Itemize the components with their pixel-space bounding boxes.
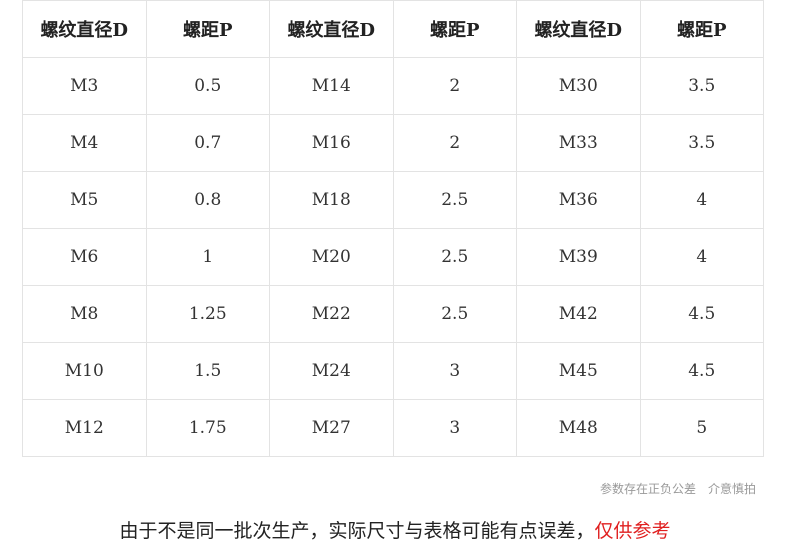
pitch-cell: 4.5 (639, 285, 764, 343)
column-header: 螺纹直径D (22, 0, 147, 58)
pitch-cell: 4 (639, 171, 764, 229)
diameter-cell: M30 (516, 57, 641, 115)
table-row: M4 0.7 M16 2 M33 3.5 (22, 114, 764, 172)
pitch-cell: 3.5 (639, 57, 764, 115)
table-row: M5 0.8 M18 2.5 M36 4 (22, 171, 764, 229)
diameter-cell: M3 (22, 57, 147, 115)
pitch-cell: 1 (145, 228, 270, 286)
pitch-cell: 3.5 (639, 114, 764, 172)
diameter-cell: M33 (516, 114, 641, 172)
pitch-cell: 3 (392, 399, 517, 457)
pitch-cell: 4 (639, 228, 764, 286)
diameter-cell: M48 (516, 399, 641, 457)
column-header: 螺纹直径D (516, 0, 641, 58)
disclaimer-highlight: 仅供参考 (594, 520, 671, 542)
header-row: 螺纹直径D 螺距P 螺纹直径D 螺距P 螺纹直径D 螺距P (22, 0, 764, 58)
column-header: 螺距P (145, 0, 270, 58)
pitch-cell: 3 (392, 342, 517, 400)
pitch-cell: 0.8 (145, 171, 270, 229)
disclaimer-text: 由于不是同一批次生产，实际尺寸与表格可能有点误差， (119, 520, 595, 542)
diameter-cell: M12 (22, 399, 147, 457)
table-row: M8 1.25 M22 2.5 M42 4.5 (22, 285, 764, 343)
pitch-cell: 5 (639, 399, 764, 457)
diameter-cell: M5 (22, 171, 147, 229)
caution-text: 介意慎拍 (707, 482, 756, 496)
tolerance-note: 参数存在正负公差 介意慎拍 (600, 480, 756, 497)
table-row: M6 1 M20 2.5 M39 4 (22, 228, 764, 286)
diameter-cell: M24 (269, 342, 394, 400)
pitch-cell: 2.5 (392, 285, 517, 343)
diameter-cell: M45 (516, 342, 641, 400)
diameter-cell: M16 (269, 114, 394, 172)
pitch-cell: 1.5 (145, 342, 270, 400)
column-header: 螺距P (639, 0, 764, 58)
diameter-cell: M14 (269, 57, 394, 115)
diameter-cell: M18 (269, 171, 394, 229)
diameter-cell: M10 (22, 342, 147, 400)
diameter-cell: M22 (269, 285, 394, 343)
thread-pitch-table: 螺纹直径D 螺距P 螺纹直径D 螺距P 螺纹直径D 螺距P M3 0.5 M14 2 M30 3.5… (22, 0, 764, 457)
tolerance-text: 参数存在正负公差 (599, 482, 696, 496)
diameter-cell: M4 (22, 114, 147, 172)
pitch-cell: 2.5 (392, 171, 517, 229)
table-row: M12 1.75 M27 3 M48 5 (22, 399, 764, 457)
pitch-cell: 4.5 (639, 342, 764, 400)
column-header: 螺距P (392, 0, 517, 58)
diameter-cell: M20 (269, 228, 394, 286)
column-header: 螺纹直径D (269, 0, 394, 58)
pitch-cell: 1.25 (145, 285, 270, 343)
diameter-cell: M42 (516, 285, 641, 343)
diameter-cell: M6 (22, 228, 147, 286)
table-row: M10 1.5 M24 3 M45 4.5 (22, 342, 764, 400)
pitch-cell: 2 (392, 57, 517, 115)
pitch-cell: 0.7 (145, 114, 270, 172)
pitch-cell: 1.75 (145, 399, 270, 457)
diameter-cell: M8 (22, 285, 147, 343)
table-row: M3 0.5 M14 2 M30 3.5 (22, 57, 764, 115)
pitch-cell: 0.5 (145, 57, 270, 115)
diameter-cell: M39 (516, 228, 641, 286)
pitch-cell: 2.5 (392, 228, 517, 286)
diameter-cell: M27 (269, 399, 394, 457)
pitch-cell: 2 (392, 114, 517, 172)
diameter-cell: M36 (516, 171, 641, 229)
disclaimer: 由于不是同一批次生产，实际尺寸与表格可能有点误差，仅供参考 (0, 516, 790, 543)
